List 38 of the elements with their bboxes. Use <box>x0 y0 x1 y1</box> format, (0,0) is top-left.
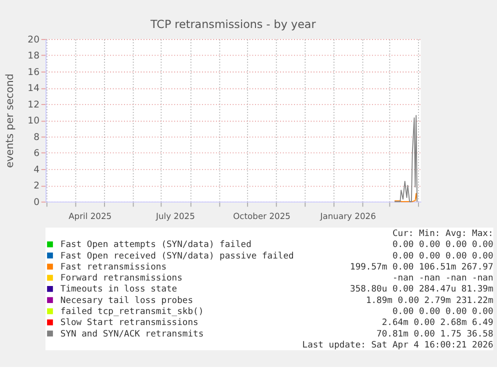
legend-label: Fast retransmissions <box>60 262 167 272</box>
legend-label: failed tcp_retransmit_skb() <box>60 307 204 318</box>
line-series <box>394 114 418 202</box>
legend-label: Fast Open attempts (SYN/data) failed <box>60 240 252 250</box>
y-tick-label: 16 <box>28 66 40 78</box>
legend-label: Fast Open received (SYN/data) passive failed <box>60 251 294 262</box>
text: Cur: Min: Avg: Max: <box>392 228 494 239</box>
x-tick-label: January 2026 <box>319 210 376 221</box>
y-tick-label: 6 <box>34 148 40 160</box>
y-tick-label: 0 <box>34 196 40 208</box>
text: 0.00 0.00 0.00 0.00 <box>392 251 494 262</box>
legend-label: Slow Start retransmissions <box>60 318 198 328</box>
y-tick-label: 20 <box>28 34 40 46</box>
text: 358.80u 0.00 284.47u 81.39m <box>350 284 494 295</box>
y-tick-label: 4 <box>34 164 40 176</box>
y-tick-label: 14 <box>28 83 40 94</box>
text: 70.81m 0.00 1.75 36.58 <box>376 329 494 340</box>
y-axis-title: events per second <box>4 74 16 168</box>
x-tick-label: April 2025 <box>68 210 112 221</box>
text: 0.00 0.00 0.00 0.00 <box>392 240 494 250</box>
y-tick-label: 12 <box>28 99 40 110</box>
text: 2.64m 0.00 2.68m 6.49 <box>382 318 494 328</box>
y-tick-label: 8 <box>34 132 40 143</box>
legend-label: Forward retransmissions <box>60 274 182 284</box>
legend-label: SYN and SYN/ACK retransmits <box>60 329 204 340</box>
y-tick-label: 2 <box>34 180 40 192</box>
x-tick-label: July 2025 <box>154 210 195 221</box>
text: 1.89m 0.00 2.79m 231.22m <box>366 296 494 306</box>
chart-title: TCP retransmissions - by year <box>150 18 316 31</box>
y-tick-label: 10 <box>28 116 40 127</box>
x-tick-label: October 2025 <box>233 210 290 221</box>
y-tick-label: 18 <box>28 50 40 62</box>
legend-label: Timeouts in loss state <box>60 284 178 295</box>
text: -nan -nan -nan -nan <box>392 274 494 284</box>
legend-label: Necesary tail loss probes <box>60 296 194 306</box>
text: Last update: Sat Apr 4 16:00:21 2026 <box>302 340 494 350</box>
text: 0.00 0.00 0.00 0.00 <box>392 307 494 318</box>
text: 199.57m 0.00 106.51m 267.97 <box>350 262 494 272</box>
